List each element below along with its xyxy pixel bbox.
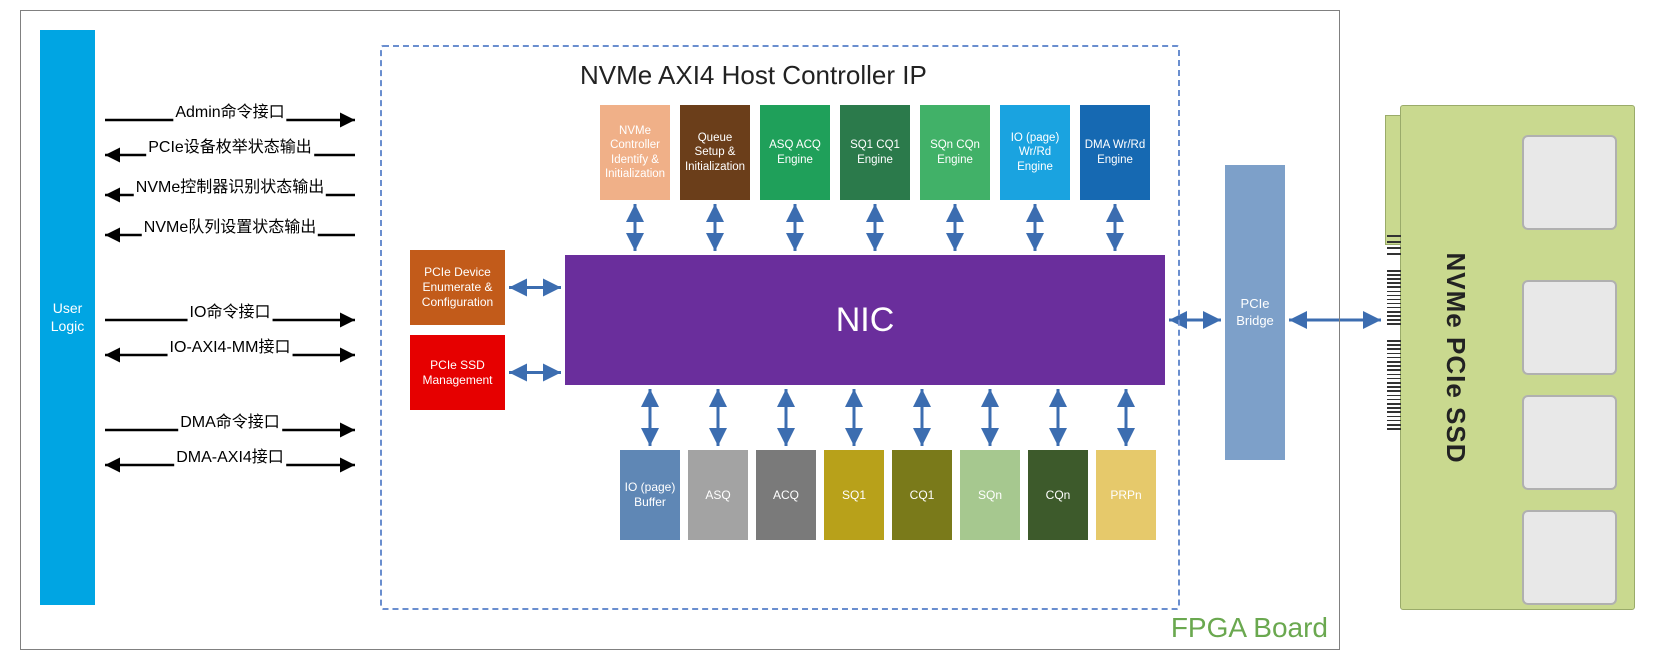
sq1-cq1-block: SQ1 CQ1 Engine: [840, 105, 910, 200]
ip-box-title: NVMe AXI4 Host Controller IP: [580, 60, 927, 91]
prpn-block: PRPn: [1096, 450, 1156, 540]
nic-block: NIC: [565, 255, 1165, 385]
asq-label: ASQ: [705, 488, 730, 503]
pcie-ssd-block: PCIe SSD Management: [410, 335, 505, 410]
cq1-label: CQ1: [910, 488, 935, 503]
cq1-block: CQ1: [892, 450, 952, 540]
pcie-bridge-label: PCIe Bridge: [1229, 296, 1281, 329]
ssd-card-label: NVMe PCIe SSD: [1440, 252, 1471, 463]
interface-arrow-label: NVMe队列设置状态输出: [142, 213, 318, 237]
interface-arrow-label: PCIe设备枚举状态输出: [146, 133, 314, 157]
dma-label: DMA Wr/Rd Engine: [1084, 138, 1146, 167]
ssd-chip: [1522, 395, 1617, 490]
nvme-ctrl-label: NVMe Controller Identify & Initializatio…: [604, 124, 666, 182]
interface-arrow-label: Admin命令接口: [173, 98, 286, 122]
ssd-chip: [1522, 510, 1617, 605]
queue-label: Queue Setup & Initialization: [684, 131, 746, 174]
interface-arrow-label: IO-AXI4-MM接口: [168, 333, 293, 357]
queue-block: Queue Setup & Initialization: [680, 105, 750, 200]
interface-arrow-label: IO命令接口: [188, 298, 273, 322]
sqn-label: SQn: [978, 488, 1002, 503]
sq1-block: SQ1: [824, 450, 884, 540]
nvme-ctrl-block: NVMe Controller Identify & Initializatio…: [600, 105, 670, 200]
io-buf-block: IO (page) Buffer: [620, 450, 680, 540]
sq1-cq1-label: SQ1 CQ1 Engine: [844, 138, 906, 167]
nic-label: NIC: [836, 299, 895, 342]
pcie-enum-block: PCIe Device Enumerate & Configuration: [410, 250, 505, 325]
pcie-bridge-block: PCIe Bridge: [1225, 165, 1285, 460]
dma-block: DMA Wr/Rd Engine: [1080, 105, 1150, 200]
fpga-board-label: FPGA Board: [1171, 612, 1328, 644]
sqn-block: SQn: [960, 450, 1020, 540]
ssd-chip: [1522, 135, 1617, 230]
sq1-label: SQ1: [842, 488, 866, 503]
asq-block: ASQ: [688, 450, 748, 540]
sqn-cqn-label: SQn CQn Engine: [924, 138, 986, 167]
cqn-block: CQn: [1028, 450, 1088, 540]
cqn-label: CQn: [1046, 488, 1071, 503]
interface-arrow-label: DMA-AXI4接口: [174, 443, 286, 467]
pcie-ssd-label: PCIe SSD Management: [414, 358, 501, 388]
io-page-label: IO (page) Wr/Rd Engine: [1004, 131, 1066, 174]
io-buf-label: IO (page) Buffer: [624, 480, 676, 510]
asq-acq-block: ASQ ACQ Engine: [760, 105, 830, 200]
user-logic-label: User Logic: [44, 300, 91, 335]
sqn-cqn-block: SQn CQn Engine: [920, 105, 990, 200]
prpn-label: PRPn: [1110, 488, 1141, 503]
io-page-block: IO (page) Wr/Rd Engine: [1000, 105, 1070, 200]
acq-block: ACQ: [756, 450, 816, 540]
ssd-card: [1385, 105, 1635, 610]
ssd-chip: [1522, 280, 1617, 375]
user-logic-block: User Logic: [40, 30, 95, 605]
pcie-enum-label: PCIe Device Enumerate & Configuration: [414, 265, 501, 310]
acq-label: ACQ: [773, 488, 799, 503]
interface-arrow-label: DMA命令接口: [178, 408, 282, 432]
interface-arrow-label: NVMe控制器识别状态输出: [134, 173, 326, 197]
asq-acq-label: ASQ ACQ Engine: [764, 138, 826, 167]
